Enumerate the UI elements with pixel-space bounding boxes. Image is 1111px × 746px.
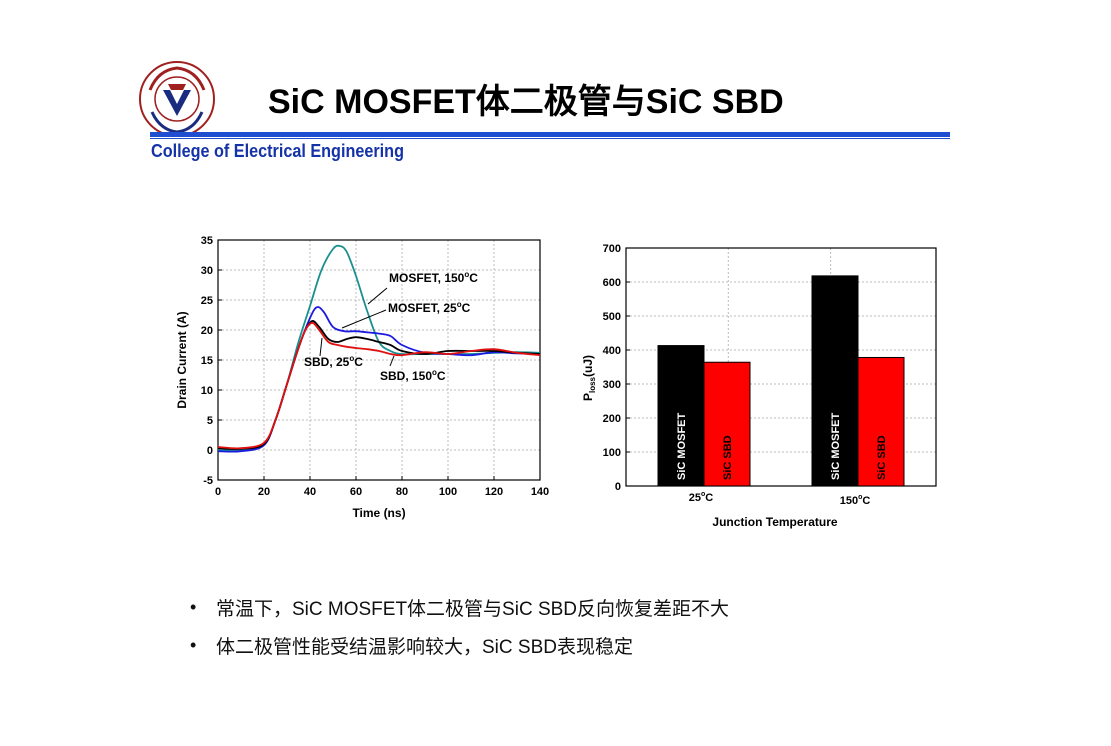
c2-bar-label: SiC SBD xyxy=(876,435,888,480)
c2-ytick-label: 0 xyxy=(615,481,621,493)
c2-ytick-label: 400 xyxy=(603,345,621,357)
c1-xtick-label: 0 xyxy=(215,486,221,498)
c2-cat-150c: 150oC xyxy=(840,494,871,507)
c1-xtick-label: 120 xyxy=(485,486,503,498)
loss-bar-chart: 0 100 200 300 400 500 600 700 SiC MOSFET SiC SBD… xyxy=(581,243,937,529)
c1-ytick-label: 10 xyxy=(201,385,213,397)
c2-bar xyxy=(857,356,905,487)
c2-ytick-label: 100 xyxy=(603,447,621,459)
c1-annotation-mosfet150-pointer xyxy=(367,287,388,305)
c1-ytick-label: 25 xyxy=(201,295,213,307)
c2-bar xyxy=(703,361,751,487)
c1-series-line xyxy=(217,306,541,453)
c1-xtick-label: 20 xyxy=(258,486,270,498)
c1-ylabel: Drain Current (A) xyxy=(175,311,189,408)
c1-xtick-label: 140 xyxy=(531,486,549,498)
c2-bar-label: SiC MOSFET xyxy=(830,412,842,480)
c2-bar xyxy=(657,345,705,487)
title-rule-thin xyxy=(150,138,950,139)
c2-bar xyxy=(811,275,859,487)
c1-annotation-mosfet150: MOSFET, 150oC xyxy=(389,270,478,285)
bullet-item: • 体二极管性能受结温影响较大，SiC SBD表现稳定 xyxy=(190,626,729,664)
c2-bar-label: SiC SBD xyxy=(722,435,734,480)
c2-xlabel: Junction Temperature xyxy=(712,515,837,529)
c1-ytick-label: -5 xyxy=(203,475,213,487)
c1-grid xyxy=(218,240,540,480)
c1-xtick-label: 100 xyxy=(439,486,457,498)
c2-bar-label: SiC MOSFET xyxy=(676,412,688,480)
bullet-text: 常温下，SiC MOSFET体二极管与SiC SBD反向恢复差距不大 xyxy=(216,598,730,620)
page-title: SiC MOSFET体二极管与SiC SBD xyxy=(268,83,784,121)
c1-xlabel: Time (ns) xyxy=(352,506,405,520)
c1-annotation-sbd25-pointer xyxy=(319,337,323,357)
bullet-text: 体二极管性能受结温影响较大，SiC SBD表现稳定 xyxy=(216,636,633,658)
c1-annotation-mosfet25-pointer xyxy=(341,309,387,329)
college-name: College of Electrical Engineering xyxy=(151,141,404,161)
c2-cat-25c: 25oC xyxy=(689,491,714,504)
c1-annotation-mosfet25: MOSFET, 25oC xyxy=(388,300,471,315)
c1-series-line xyxy=(217,321,541,450)
c2-plot-frame xyxy=(625,247,937,487)
c2-ytick-label: 500 xyxy=(603,311,621,323)
c1-xtick-label: 60 xyxy=(350,486,362,498)
c1-xtick-label: 80 xyxy=(396,486,408,498)
bullet-item: • 常温下，SiC MOSFET体二极管与SiC SBD反向恢复差距不大 xyxy=(190,588,729,626)
c2-ytick-label: 300 xyxy=(603,379,621,391)
bullet-list: • 常温下，SiC MOSFET体二极管与SiC SBD反向恢复差距不大 • 体… xyxy=(190,588,729,664)
c2-ytick-label: 700 xyxy=(603,243,621,255)
c1-ytick-label: 5 xyxy=(207,415,213,427)
c1-annotation-sbd150: SBD, 150oC xyxy=(380,368,446,383)
c1-ytick-label: 35 xyxy=(201,235,213,247)
c1-ytick-label: 20 xyxy=(201,325,213,337)
c2-ylabel: Ploss(uJ) xyxy=(581,355,597,401)
university-logo xyxy=(138,60,216,138)
title-rule xyxy=(150,132,950,137)
c1-ytick-label: 15 xyxy=(201,355,213,367)
bullet-dot: • xyxy=(190,634,197,655)
c1-xtick-label: 40 xyxy=(304,486,316,498)
c2-ytick-label: 600 xyxy=(603,277,621,289)
c1-annotation-sbd150-pointer xyxy=(389,355,395,367)
c1-ytick-label: 30 xyxy=(201,265,213,277)
c2-ytick-label: 200 xyxy=(603,413,621,425)
c1-annotation-sbd25: SBD, 25oC xyxy=(304,354,363,369)
c1-ytick-label: 0 xyxy=(207,445,213,457)
bullet-dot: • xyxy=(190,596,197,617)
